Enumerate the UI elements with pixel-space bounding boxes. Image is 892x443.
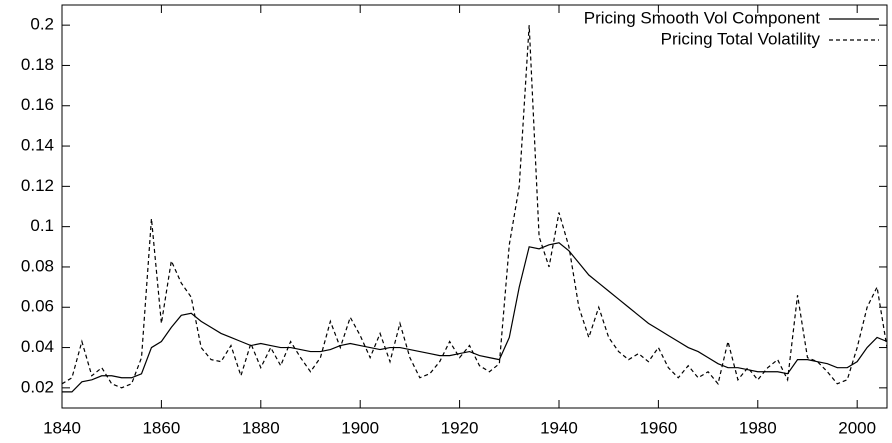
x-tick-label: 2000 — [838, 418, 876, 437]
y-tick-label: 0.12 — [21, 176, 54, 195]
x-tick-label: 1940 — [540, 418, 578, 437]
x-tick-label: 1900 — [341, 418, 379, 437]
x-tick-label: 1920 — [441, 418, 479, 437]
y-tick-label: 0.18 — [21, 55, 54, 74]
legend-label: Pricing Smooth Vol Component — [584, 8, 821, 27]
x-tick-label: 1980 — [739, 418, 777, 437]
x-tick-label: 1880 — [242, 418, 280, 437]
legend-label: Pricing Total Volatility — [661, 29, 821, 48]
series-line — [62, 242, 888, 393]
y-tick-label: 0.08 — [21, 256, 54, 275]
y-tick-label: 0.16 — [21, 95, 54, 114]
y-tick-label: 0.02 — [21, 377, 54, 396]
x-tick-label: 1960 — [639, 418, 677, 437]
x-tick-label: 1860 — [142, 418, 180, 437]
y-tick-label: 0.04 — [21, 337, 54, 356]
x-tick-label: 1840 — [43, 418, 81, 437]
y-tick-label: 0.2 — [30, 15, 54, 34]
series-line — [61, 25, 888, 389]
y-tick-label: 0.14 — [21, 136, 54, 155]
y-tick-label: 0.1 — [30, 216, 54, 235]
y-tick-label: 0.06 — [21, 297, 54, 316]
plot-frame — [61, 4, 888, 409]
